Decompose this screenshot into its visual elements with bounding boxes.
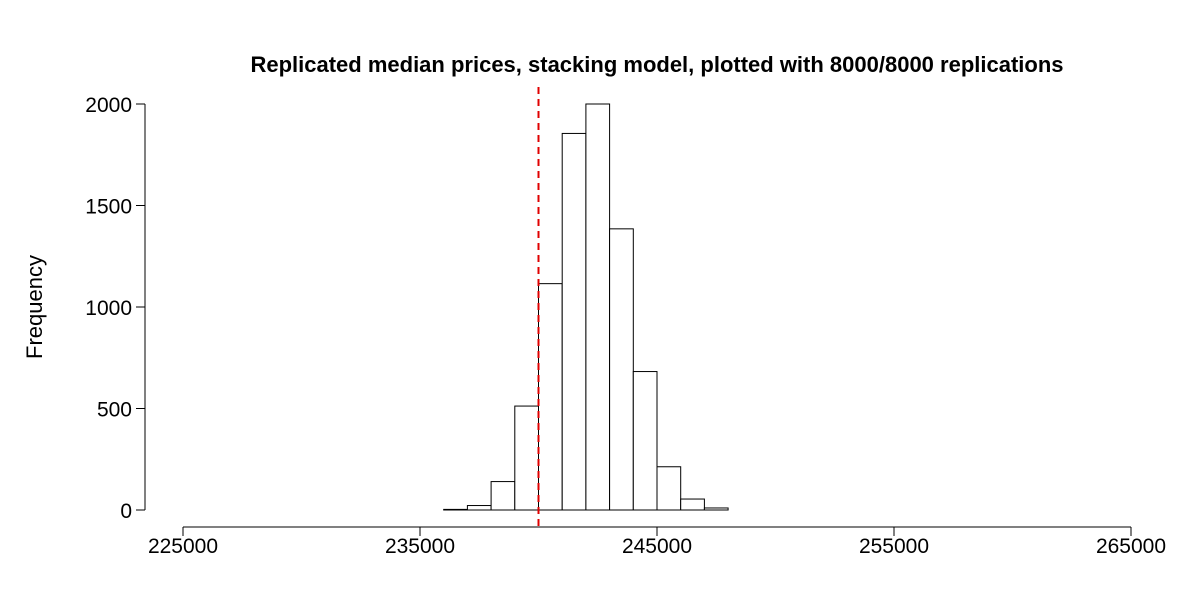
y-axis-label: Frequency (22, 255, 47, 359)
histogram-bars (443, 103, 729, 511)
histogram-bar (514, 405, 539, 511)
histogram-bar (632, 371, 658, 511)
chart-title: Replicated median prices, stacking model… (250, 52, 1063, 77)
histogram-bar (466, 505, 492, 511)
y-axis: 0 500 1000 1500 2000 (85, 94, 146, 523)
histogram-bar (703, 507, 729, 511)
histogram-bar (490, 481, 516, 511)
histogram-bar (680, 498, 705, 511)
y-tick-label: 0 (120, 500, 132, 523)
x-tick-label: 235000 (385, 535, 455, 558)
x-tick-label: 225000 (148, 535, 218, 558)
y-tick-label: 1000 (85, 297, 132, 320)
y-tick-label: 2000 (85, 94, 132, 117)
histogram-bar (561, 132, 587, 511)
histogram-bar (656, 466, 682, 511)
x-axis: 225000 235000 245000 255000 265000 (148, 526, 1166, 558)
x-tick-label: 265000 (1096, 535, 1166, 558)
x-tick-label: 245000 (622, 535, 692, 558)
y-tick-label: 1500 (85, 196, 132, 219)
x-tick-label: 255000 (859, 535, 929, 558)
histogram-bar (609, 228, 634, 511)
y-tick-label: 500 (97, 399, 132, 422)
histogram-bar (443, 508, 468, 511)
histogram-bar (585, 103, 611, 511)
histogram-bar (538, 283, 563, 511)
